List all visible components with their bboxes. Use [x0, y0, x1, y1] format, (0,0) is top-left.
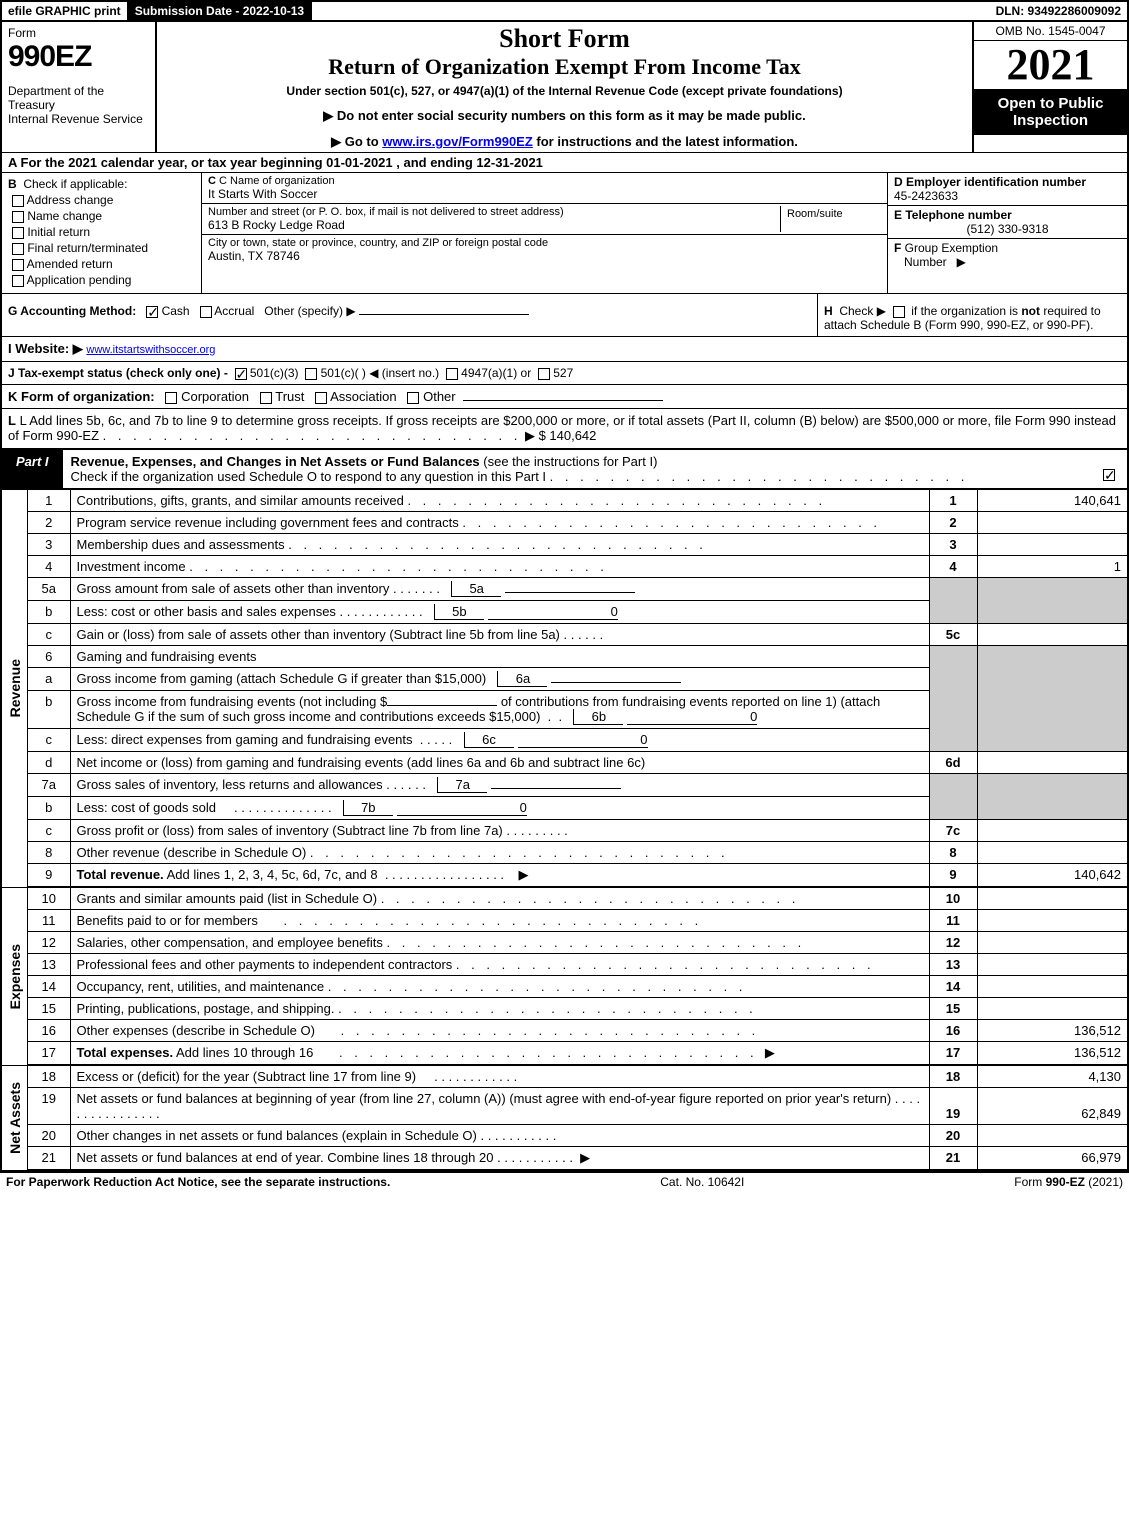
directive-1: ▶ Do not enter social security numbers o…	[165, 108, 964, 124]
department: Department of the Treasury Internal Reve…	[8, 84, 149, 126]
cb-final-return[interactable]: Final return/terminated	[12, 241, 195, 255]
cb-other-org[interactable]	[407, 392, 419, 404]
section-b: B B Check if applicable:Check if applica…	[2, 173, 202, 293]
section-def: D Employer identification number 45-2423…	[887, 173, 1127, 293]
telephone: (512) 330-9318	[894, 222, 1121, 236]
ein: 45-2423633	[894, 189, 958, 203]
cb-association[interactable]	[315, 392, 327, 404]
expenses-label: Expenses	[5, 940, 25, 1013]
tax-year: 2021	[974, 41, 1127, 89]
omb-number: OMB No. 1545-0047	[974, 22, 1127, 41]
form-title: Return of Organization Exempt From Incom…	[165, 54, 964, 80]
cb-cash[interactable]	[146, 306, 158, 318]
short-form-title: Short Form	[165, 24, 964, 54]
form-subtitle: Under section 501(c), 527, or 4947(a)(1)…	[165, 84, 964, 98]
cb-initial-return[interactable]: Initial return	[12, 225, 195, 239]
irs-link[interactable]: www.irs.gov/Form990EZ	[382, 134, 533, 149]
cb-amended-return[interactable]: Amended return	[12, 257, 195, 271]
revenue-table: 1Contributions, gifts, grants, and simil…	[28, 490, 1127, 887]
cat-no: Cat. No. 10642I	[660, 1175, 744, 1189]
cb-application-pending[interactable]: Application pending	[12, 273, 195, 287]
website-link[interactable]: www.itstartswithsoccer.org	[86, 344, 215, 356]
revenue-label: Revenue	[5, 655, 25, 721]
form-word: Form	[8, 26, 149, 40]
section-i: I Website: ▶ www.itstartswithsoccer.org	[2, 336, 1127, 361]
net-assets-label: Net Assets	[5, 1078, 25, 1158]
street-address: 613 B Rocky Ledge Road	[208, 218, 774, 232]
net-assets-table: 18Excess or (deficit) for the year (Subt…	[28, 1066, 1127, 1170]
cb-501c[interactable]	[305, 368, 317, 380]
top-bar: efile GRAPHIC print Submission Date - 20…	[0, 0, 1129, 22]
section-g: G Accounting Method: Cash Accrual Other …	[2, 294, 817, 336]
directive-2: ▶ Go to www.irs.gov/Form990EZ for instru…	[165, 134, 964, 150]
efile-print[interactable]: efile GRAPHIC print	[2, 2, 129, 20]
cb-4947[interactable]	[446, 368, 458, 380]
section-c: C C Name of organization It Starts With …	[202, 173, 887, 293]
cb-name-change[interactable]: Name change	[12, 209, 195, 223]
cb-trust[interactable]	[260, 392, 272, 404]
cb-schedule-o-part1[interactable]	[1103, 469, 1115, 481]
expenses-table: 10Grants and similar amounts paid (list …	[28, 888, 1127, 1065]
dln: DLN: 93492286009092	[990, 2, 1127, 20]
section-a: A For the 2021 calendar year, or tax yea…	[2, 152, 1127, 172]
cb-schedule-b[interactable]	[893, 306, 905, 318]
footer: For Paperwork Reduction Act Notice, see …	[0, 1172, 1129, 1191]
cb-501c3[interactable]	[235, 368, 247, 380]
section-h: H Check ▶ if the organization is not req…	[817, 294, 1127, 336]
form-header: Form 990EZ Department of the Treasury In…	[2, 22, 1127, 152]
cb-address-change[interactable]: Address change	[12, 193, 195, 207]
gross-receipts: $ 140,642	[539, 428, 597, 443]
form-number: 990EZ	[8, 40, 149, 74]
room-suite-label: Room/suite	[781, 206, 881, 232]
cb-527[interactable]	[538, 368, 550, 380]
public-inspection: Open to Public Inspection	[974, 89, 1127, 135]
section-k: K Form of organization: Corporation Trus…	[2, 384, 1127, 408]
submission-date: Submission Date - 2022-10-13	[129, 2, 312, 20]
org-name: It Starts With Soccer	[208, 187, 881, 201]
cb-corporation[interactable]	[165, 392, 177, 404]
cb-accrual[interactable]	[200, 306, 212, 318]
part-1-header: Part I Revenue, Expenses, and Changes in…	[2, 448, 1127, 490]
city-state-zip: Austin, TX 78746	[208, 249, 881, 263]
section-j: J Tax-exempt status (check only one) - 5…	[2, 361, 1127, 384]
section-l: L L Add lines 5b, 6c, and 7b to line 9 t…	[2, 408, 1127, 448]
